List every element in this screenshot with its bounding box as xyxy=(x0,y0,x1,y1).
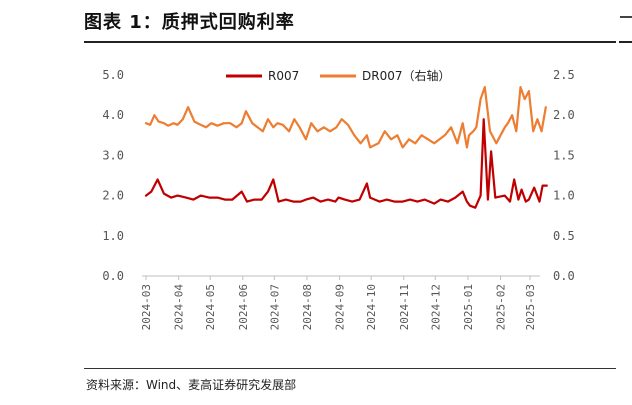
adjacent-panel-title-fragment xyxy=(620,8,632,26)
x-tick-label: 2024-10 xyxy=(365,284,378,330)
x-tick-label: 2024-12 xyxy=(429,284,442,330)
source-note: 资料来源：Wind、麦高证券研究发展部 xyxy=(86,378,297,392)
y-left-tick-label: 2.0 xyxy=(102,189,124,203)
x-tick-label: 2024-08 xyxy=(301,284,314,330)
y-left-tick-label: 3.0 xyxy=(102,148,124,162)
x-tick-label: 2024-11 xyxy=(398,284,411,330)
y-right-tick-label: 0.5 xyxy=(553,229,575,243)
title-divider xyxy=(84,41,616,43)
series-line-r007 xyxy=(144,118,548,209)
y-left-tick-label: 1.0 xyxy=(102,229,124,243)
x-tick-label: 2024-07 xyxy=(268,284,281,330)
x-tick-label: 2025-01 xyxy=(462,284,475,330)
y-right-tick-label: 1.5 xyxy=(553,148,575,162)
chart-legend: R007 DR007（右轴） xyxy=(226,68,450,83)
y-right-tick-label: 1.0 xyxy=(553,189,575,203)
y-left-tick-label: 4.0 xyxy=(102,108,124,122)
y-right-tick-label: 2.5 xyxy=(553,68,575,82)
x-tick-label: 2024-06 xyxy=(237,284,250,330)
legend-label-r007: R007 xyxy=(268,69,299,83)
chart-title: 图表 1：质押式回购利率 xyxy=(84,12,295,33)
legend-label-dr007: DR007（右轴） xyxy=(362,68,450,83)
adjacent-panel-divider xyxy=(619,41,632,43)
source-divider xyxy=(84,368,616,369)
x-tick-label: 2024-03 xyxy=(140,284,153,330)
chart-series xyxy=(144,85,548,209)
x-tick-label: 2025-02 xyxy=(495,284,508,330)
series-line-dr007 xyxy=(144,85,547,149)
x-tick-label: 2024-09 xyxy=(334,284,347,330)
y-right-tick-label: 2.0 xyxy=(553,108,575,122)
x-tick-label: 2024-04 xyxy=(173,284,186,331)
y-left-tick-label: 5.0 xyxy=(102,68,124,82)
x-tick-label: 2025-03 xyxy=(524,284,537,330)
x-tick-label: 2024-05 xyxy=(204,284,217,330)
y-right-tick-label: 0.0 xyxy=(553,269,575,283)
chart-axes: 0.0 1.0 2.0 3.0 4.0 5.0 0.0 0.5 1.0 1.5 2.0 2.5 2024… xyxy=(102,68,574,330)
y-left-tick-label: 0.0 xyxy=(102,269,124,283)
